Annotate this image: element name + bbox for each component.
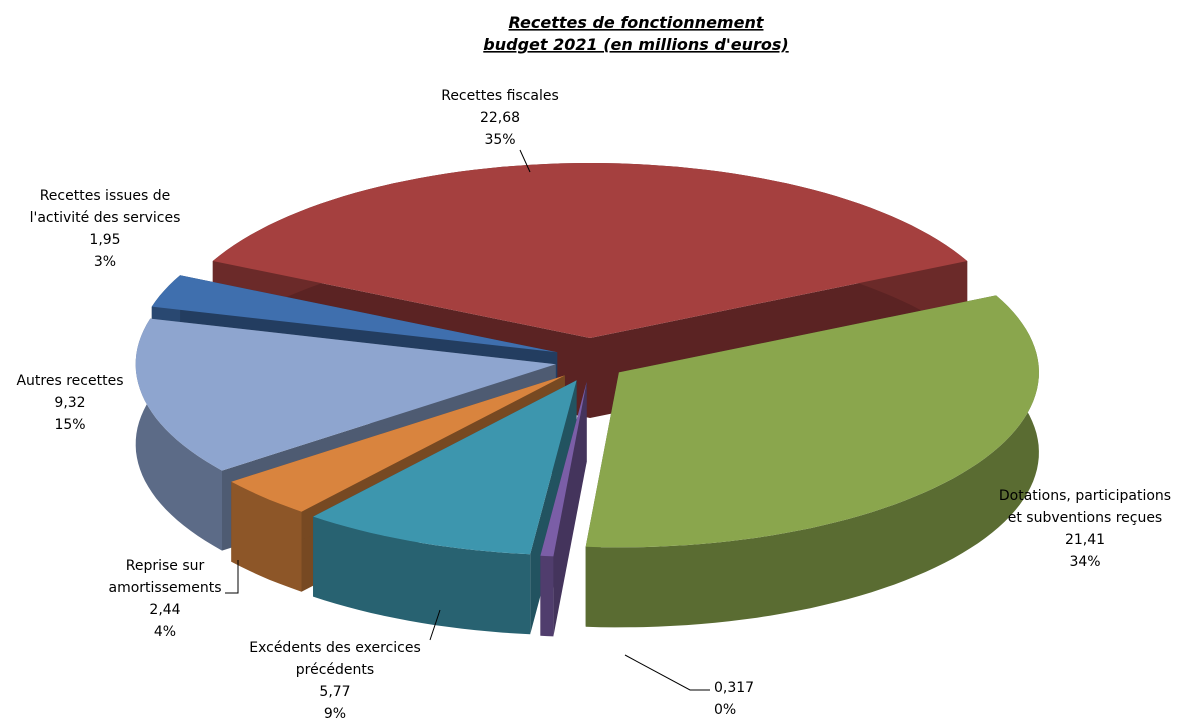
value-label: 0,317 — [714, 680, 754, 696]
slice-top — [585, 295, 1039, 548]
category-label: Recettes issues de l'activité des service… — [30, 188, 181, 226]
value-label: 9,32 — [54, 395, 85, 411]
percent-label: 3% — [94, 254, 116, 270]
slice — [585, 295, 1039, 628]
category-label: Excédents des exercices précédents — [249, 640, 421, 678]
slice-top — [540, 381, 587, 557]
value-label: 21,41 — [1065, 532, 1105, 548]
slice-wall — [231, 375, 565, 562]
slice-side — [540, 555, 554, 637]
slice-top — [231, 375, 565, 512]
value-label: 5,77 — [319, 684, 350, 700]
percent-label: 4% — [154, 624, 176, 640]
value-label: 1,95 — [89, 232, 120, 248]
category-label: Recettes fiscales — [441, 88, 559, 104]
percent-label: 15% — [54, 417, 85, 433]
slice — [540, 381, 587, 637]
leader-line — [225, 560, 239, 594]
value-label: 22,68 — [480, 110, 520, 126]
percent-label: 9% — [324, 706, 346, 722]
category-label: Reprise sur amortissements — [108, 558, 221, 596]
slice-top — [313, 380, 577, 555]
percent-label: 34% — [1069, 554, 1100, 570]
slice-side — [313, 516, 531, 635]
leader-line — [519, 149, 531, 173]
leader-line — [624, 654, 710, 691]
slice-top — [151, 275, 558, 353]
slice-side — [135, 318, 222, 551]
leader-line — [429, 609, 441, 641]
percent-label: 0% — [714, 702, 736, 718]
percent-label: 35% — [484, 132, 515, 148]
chart-title: Recettes de fonctionnement budget 2021 (e… — [483, 13, 788, 54]
slice-side — [231, 481, 302, 592]
slice-top — [135, 318, 556, 471]
category-label: Dotations, participations et subventions … — [999, 488, 1171, 526]
category-label: Autres recettes — [16, 373, 123, 389]
slice-top — [212, 163, 968, 338]
slice-side — [585, 295, 1039, 628]
value-label: 2,44 — [149, 602, 180, 618]
